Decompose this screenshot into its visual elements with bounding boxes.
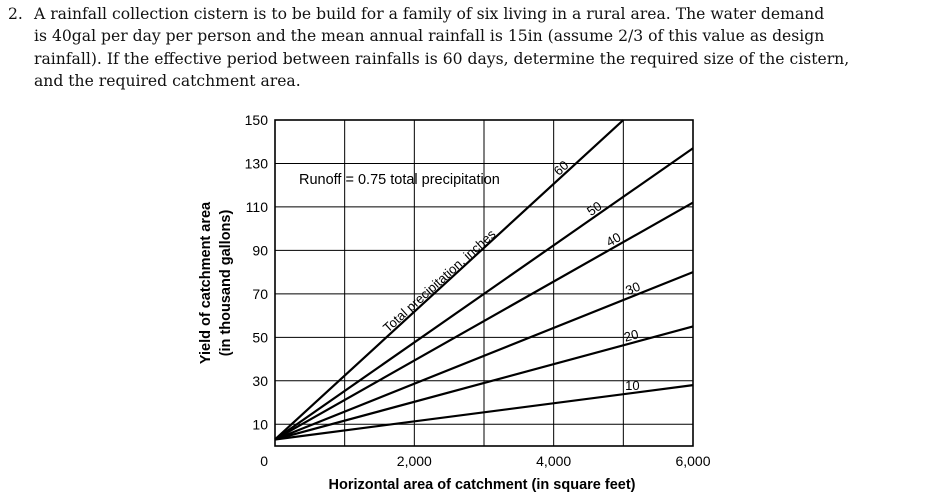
chart-grid <box>275 120 693 446</box>
chart-ticks: 0 10 30 50 70 90 110 130 150 2,000 4,000 6,000 <box>245 112 711 469</box>
series-line-10 <box>274 384 694 441</box>
series-label-50: 50 <box>584 198 604 219</box>
x-tick-label: 4,000 <box>536 453 571 469</box>
y-tick-label: 50 <box>252 329 268 345</box>
y-tick-label: 110 <box>246 199 269 215</box>
problem-line-1: A rainfall collection cistern is to be b… <box>34 5 825 23</box>
problem-line-4: and the required catchment area. <box>34 71 301 90</box>
series-label-40: 40 <box>603 229 623 249</box>
problem-number: 2. <box>8 5 23 23</box>
series-line-60 <box>274 119 625 441</box>
series-label-30: 30 <box>623 279 642 298</box>
y-tick-label: 30 <box>252 373 268 389</box>
series-line-50 <box>274 147 694 441</box>
series-line-20 <box>274 325 694 441</box>
x-tick-label: 6,000 <box>675 453 710 469</box>
problem-line-2: is 40gal per day per person and the mean… <box>34 27 825 46</box>
plot-frame <box>274 119 694 447</box>
y-tick-label: 10 <box>252 416 268 432</box>
y-axis-label-line-2: (in thousand gallons) <box>218 210 234 357</box>
series-line-40 <box>274 201 694 441</box>
runoff-annotation: Runoff = 0.75 total precipitation <box>299 172 500 188</box>
total-precipitation-label: Total precipitation, inches <box>380 226 499 335</box>
x-tick-label: 2,000 <box>397 453 432 469</box>
problem-statement: 2. A rainfall collection cistern is to be… <box>8 3 913 92</box>
y-axis-label-line-1: Yield of catchment area <box>198 201 214 364</box>
problem-line-3: rainfall). If the effective period betwe… <box>34 49 850 68</box>
series-label-10: 10 <box>625 378 639 393</box>
y-tick-label: 130 <box>245 155 269 171</box>
y-tick-label: 70 <box>252 286 268 302</box>
x-axis-label: Horizontal area of catchment (in square … <box>329 477 636 493</box>
y-tick-label: 90 <box>252 242 268 258</box>
series-label-20: 20 <box>622 326 640 344</box>
y-tick-label: 0 <box>260 453 268 469</box>
y-tick-label: 150 <box>245 112 269 128</box>
series-line-30 <box>274 271 694 441</box>
